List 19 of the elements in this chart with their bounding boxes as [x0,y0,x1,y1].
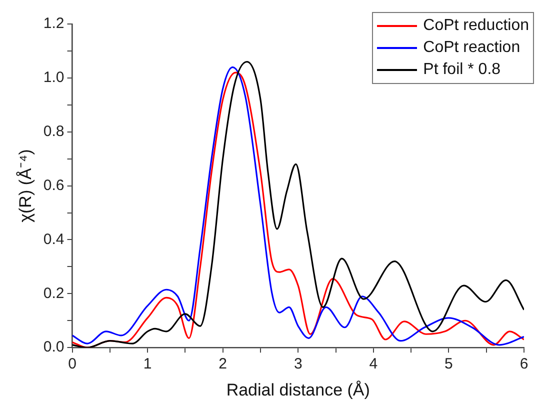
y-tick-label: 0.6 [43,176,64,194]
x-tick-label: 3 [294,356,302,373]
x-tick-label: 2 [218,356,228,373]
legend-label: Pt foil * 0.8 [423,60,501,80]
x-tick-label: 1 [143,356,152,373]
x-tick-label: 0 [68,356,76,373]
y-tick-label: 0.8 [43,123,64,140]
y-tick-label: 0.0 [43,338,64,356]
x-tick-label: 6 [520,356,528,373]
x-tick-label: 4 [369,356,378,373]
y-tick-label: 1.0 [43,69,64,86]
y-tick-label: 1.2 [43,15,64,32]
y-tick-label: 0.2 [43,284,64,302]
x-tick-label: 5 [444,356,453,373]
legend-label: CoPt reaction [423,38,520,58]
x-axis-title: Radial distance (Å) [226,380,370,400]
y-tick-label: 0.4 [43,230,64,248]
legend-label: CoPt reduction [423,16,529,36]
y-axis-title: χ(R) (Å⁻⁴) [16,149,35,222]
